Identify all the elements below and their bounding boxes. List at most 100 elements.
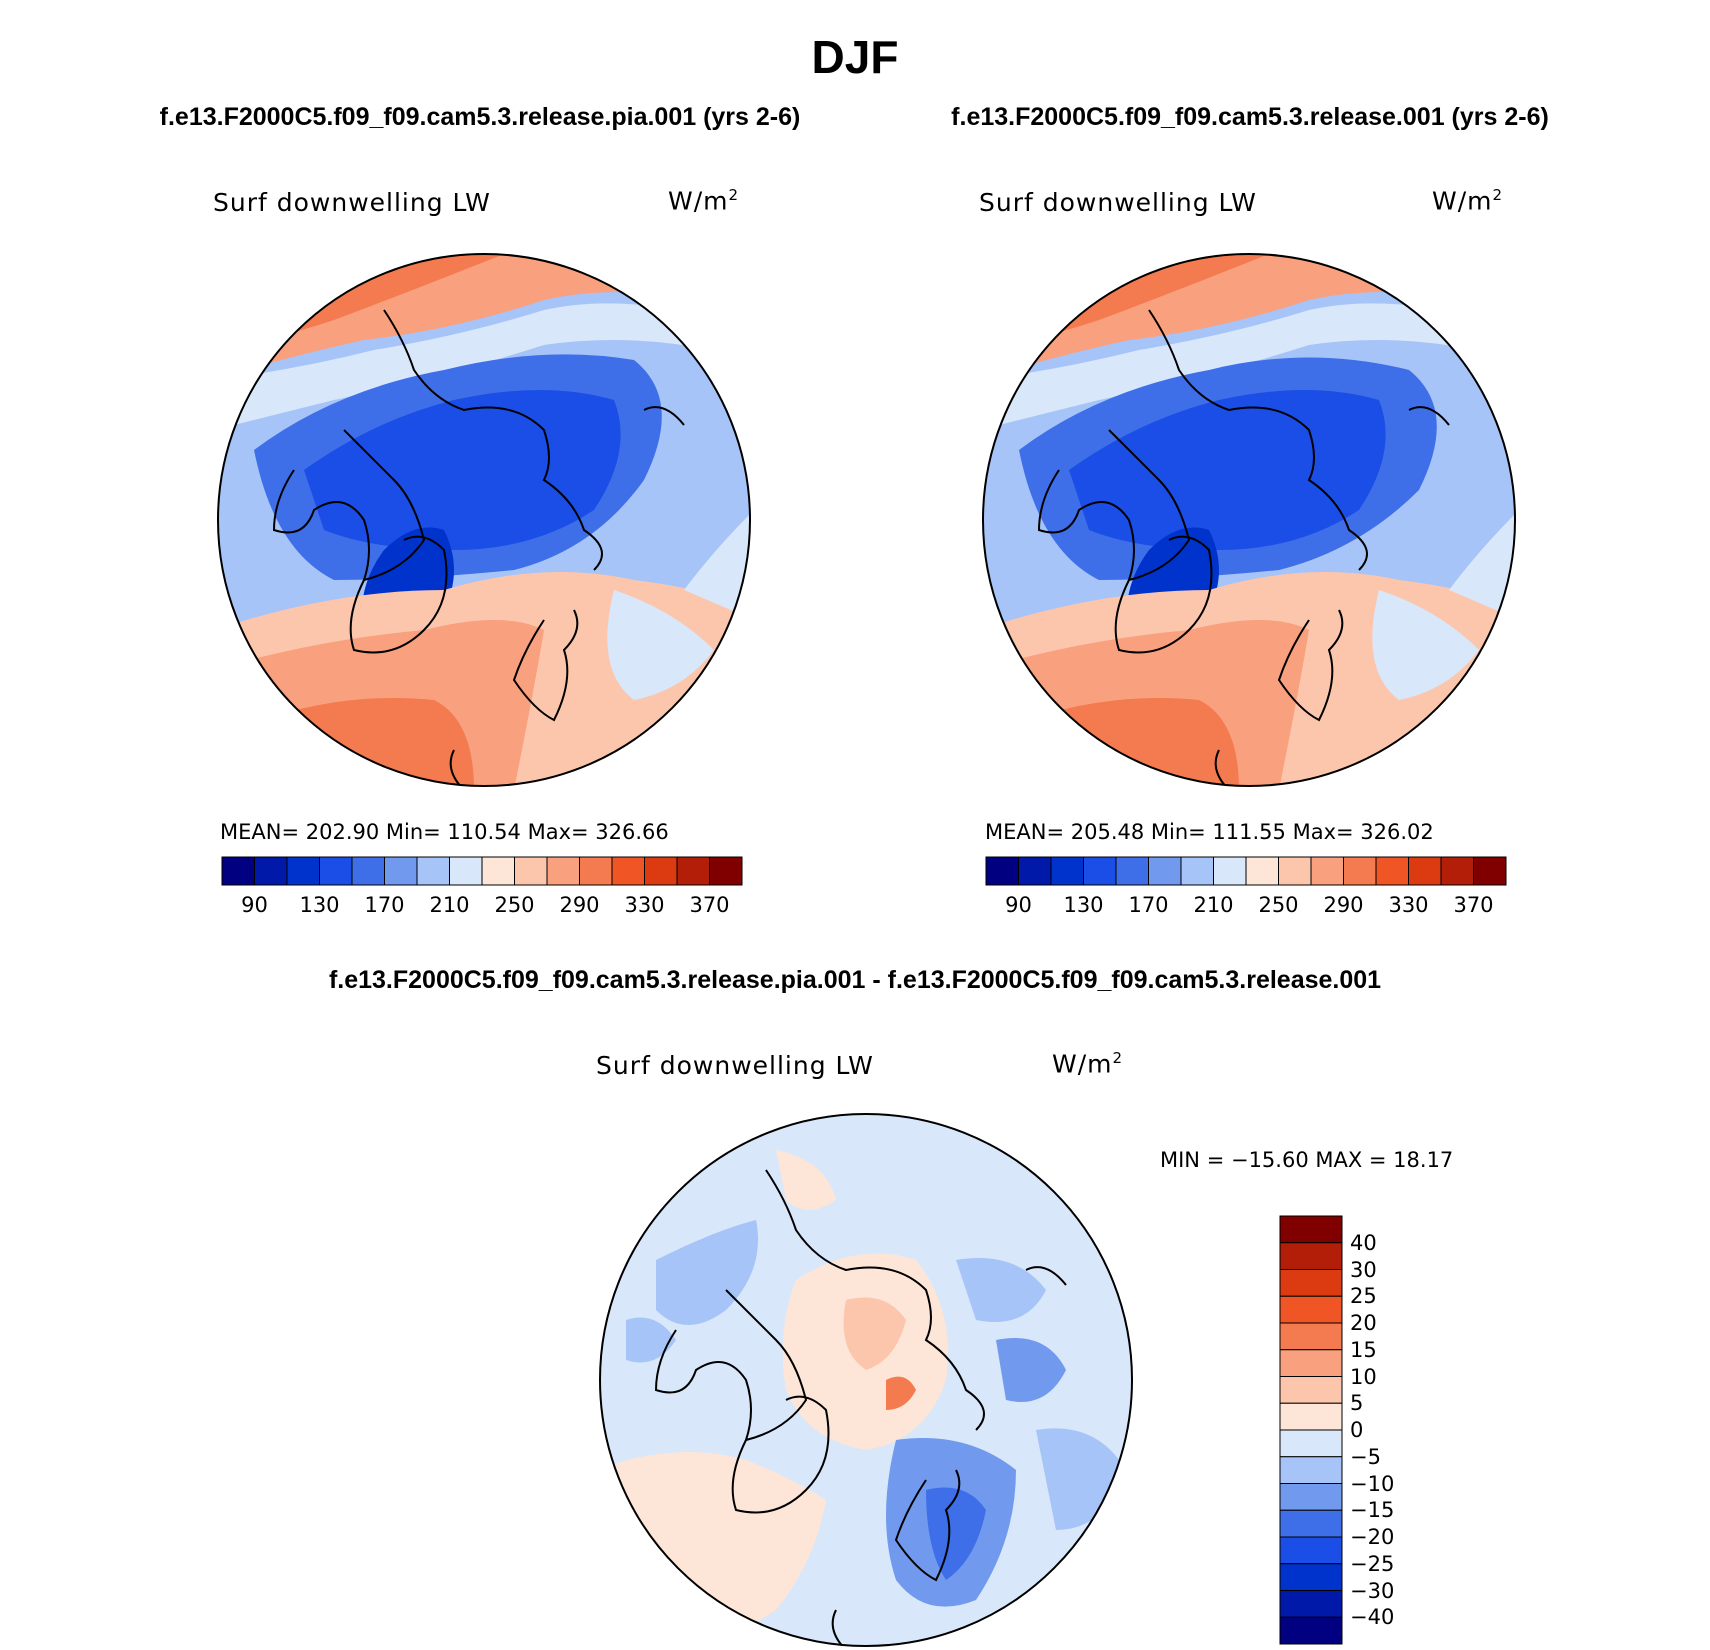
right-colorbar-swatch bbox=[985, 856, 1019, 886]
diff-colorbar-tick: −10 bbox=[1350, 1471, 1395, 1496]
diff-polar-map bbox=[599, 1113, 1133, 1647]
right-stats: MEAN= 205.48 Min= 111.55 Max= 326.02 bbox=[985, 820, 1434, 844]
diff-colorbar-tick: −40 bbox=[1350, 1605, 1395, 1630]
diff-colorbar-swatch bbox=[1279, 1376, 1343, 1404]
diff-colorbar-tick: −15 bbox=[1350, 1498, 1395, 1523]
right-colorbar-swatch bbox=[1408, 856, 1442, 886]
left-colorbar-swatch bbox=[319, 856, 353, 886]
diff-variable-label: Surf downwelling LW bbox=[596, 1051, 874, 1080]
left-polar-map bbox=[217, 253, 751, 787]
diff-colorbar-swatch bbox=[1279, 1536, 1343, 1565]
diff-colorbar-swatch bbox=[1279, 1616, 1343, 1645]
right-units-label: W/m2 bbox=[1432, 186, 1504, 216]
right-colorbar bbox=[985, 856, 1507, 886]
diff-colorbar-tick: 0 bbox=[1350, 1418, 1364, 1442]
left-stats: MEAN= 202.90 Min= 110.54 Max= 326.66 bbox=[220, 820, 669, 844]
right-colorbar-swatch bbox=[1278, 856, 1312, 886]
right-colorbar-swatch bbox=[1310, 856, 1344, 886]
left-colorbar-swatch bbox=[254, 856, 288, 886]
left-colorbar-tick: 250 bbox=[494, 893, 535, 917]
diff-case-title: f.e13.F2000C5.f09_f09.cam5.3.release.pia… bbox=[328, 966, 1382, 994]
right-colorbar-tick: 210 bbox=[1193, 893, 1234, 917]
diff-colorbar-tick: 20 bbox=[1350, 1311, 1377, 1335]
left-colorbar-swatch bbox=[481, 856, 515, 886]
diff-colorbar-swatch bbox=[1279, 1215, 1343, 1244]
left-case-title: f.e13.F2000C5.f09_f09.cam5.3.release.pia… bbox=[159, 103, 801, 131]
left-colorbar-tick: 130 bbox=[299, 893, 340, 917]
left-units-label: W/m2 bbox=[668, 186, 740, 216]
right-colorbar-swatch bbox=[1473, 856, 1507, 886]
right-colorbar-swatch bbox=[1245, 856, 1279, 886]
right-colorbar-ticks: 90 130 170 210 250 290 330 370 bbox=[986, 893, 1506, 923]
diff-colorbar-swatch bbox=[1279, 1563, 1343, 1591]
left-colorbar-swatch bbox=[416, 856, 450, 886]
diff-colorbar-swatch bbox=[1279, 1269, 1343, 1297]
right-variable-label: Surf downwelling LW bbox=[979, 188, 1257, 217]
left-colorbar-swatch bbox=[286, 856, 320, 886]
diff-colorbar-swatch bbox=[1279, 1429, 1343, 1458]
diff-colorbar-tick: 5 bbox=[1350, 1391, 1364, 1416]
left-colorbar-tick: 210 bbox=[429, 893, 470, 917]
right-polar-map bbox=[982, 253, 1516, 787]
diff-colorbar-swatch bbox=[1279, 1590, 1343, 1618]
right-colorbar-tick: 250 bbox=[1258, 893, 1299, 917]
left-colorbar-swatch bbox=[351, 856, 385, 886]
diff-colorbar-tick: −25 bbox=[1350, 1551, 1395, 1576]
left-colorbar-swatch bbox=[709, 856, 743, 886]
diff-colorbar-tick: 30 bbox=[1350, 1257, 1377, 1282]
left-colorbar-tick: 90 bbox=[241, 893, 268, 917]
left-colorbar-swatch bbox=[449, 856, 483, 886]
right-case-title: f.e13.F2000C5.f09_f09.cam5.3.release.001… bbox=[951, 103, 1549, 131]
diff-colorbar-swatch bbox=[1279, 1483, 1343, 1511]
left-colorbar-swatch bbox=[579, 856, 613, 886]
left-colorbar-swatch bbox=[611, 856, 645, 886]
diff-units-label: W/m2 bbox=[1052, 1049, 1124, 1079]
left-colorbar-swatch bbox=[221, 856, 255, 886]
diff-colorbar-swatch bbox=[1279, 1295, 1343, 1324]
main-title: DJF bbox=[811, 31, 899, 83]
left-colorbar-tick: 370 bbox=[689, 893, 730, 917]
diff-colorbar-tick: −20 bbox=[1350, 1525, 1395, 1549]
diff-colorbar-swatch bbox=[1279, 1509, 1343, 1538]
left-variable-label: Surf downwelling LW bbox=[213, 188, 491, 217]
right-colorbar-swatch bbox=[1343, 856, 1377, 886]
left-colorbar-tick: 290 bbox=[559, 893, 600, 917]
left-colorbar-swatch bbox=[546, 856, 580, 886]
diff-colorbar-swatch bbox=[1279, 1322, 1343, 1351]
right-colorbar-tick: 130 bbox=[1063, 893, 1104, 917]
left-colorbar-ticks: 90 130 170 210 250 290 330 370 bbox=[222, 893, 742, 923]
diff-colorbar-ticks: 40 30 25 20 15 10 5 0 −5 −10 −15 −20 −25 −30 −40 bbox=[1350, 1216, 1440, 1644]
diff-colorbar bbox=[1279, 1215, 1343, 1645]
right-colorbar-swatch bbox=[1083, 856, 1117, 886]
left-colorbar-swatch bbox=[676, 856, 710, 886]
right-colorbar-swatch bbox=[1115, 856, 1149, 886]
diff-colorbar-tick: 15 bbox=[1350, 1337, 1377, 1362]
diff-colorbar-tick: −5 bbox=[1350, 1444, 1381, 1469]
diff-colorbar-swatch bbox=[1279, 1349, 1343, 1377]
diff-colorbar-swatch bbox=[1279, 1402, 1343, 1431]
right-colorbar-tick: 290 bbox=[1323, 893, 1364, 917]
right-colorbar-tick: 370 bbox=[1453, 893, 1494, 917]
diff-colorbar-tick: −30 bbox=[1350, 1578, 1395, 1603]
right-colorbar-tick: 170 bbox=[1128, 893, 1169, 917]
right-colorbar-tick: 90 bbox=[1005, 893, 1032, 917]
diff-colorbar-swatch bbox=[1279, 1456, 1343, 1484]
left-colorbar-tick: 170 bbox=[364, 893, 405, 917]
diff-colorbar-swatch bbox=[1279, 1242, 1343, 1270]
right-colorbar-swatch bbox=[1018, 856, 1052, 886]
right-colorbar-tick: 330 bbox=[1388, 893, 1429, 917]
right-colorbar-swatch bbox=[1180, 856, 1214, 886]
left-colorbar-swatch bbox=[514, 856, 548, 886]
left-colorbar-swatch bbox=[384, 856, 418, 886]
diff-colorbar-tick: 40 bbox=[1350, 1230, 1377, 1255]
right-colorbar-swatch bbox=[1148, 856, 1182, 886]
right-colorbar-swatch bbox=[1440, 856, 1474, 886]
right-colorbar-swatch bbox=[1375, 856, 1409, 886]
left-colorbar bbox=[221, 856, 743, 886]
diff-stats: MIN = −15.60 MAX = 18.17 bbox=[1160, 1148, 1454, 1172]
left-colorbar-swatch bbox=[644, 856, 678, 886]
left-colorbar-tick: 330 bbox=[624, 893, 665, 917]
diff-colorbar-tick: 25 bbox=[1350, 1284, 1377, 1309]
right-colorbar-swatch bbox=[1050, 856, 1084, 886]
diff-colorbar-tick: 10 bbox=[1350, 1364, 1377, 1389]
